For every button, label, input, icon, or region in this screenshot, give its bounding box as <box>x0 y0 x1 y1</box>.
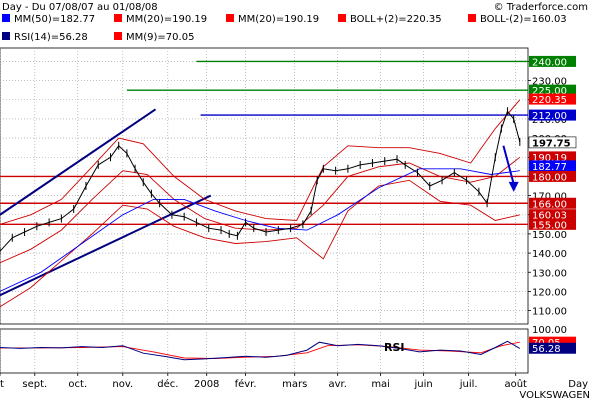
legend-entry: MM(20)=190.19 <box>238 14 319 25</box>
rsi-badge <box>529 336 576 348</box>
legend-swatch <box>226 14 234 22</box>
legend-swatch <box>2 14 10 22</box>
y-tick-label: 140.00 <box>532 249 567 260</box>
price-panel <box>0 47 529 325</box>
bollinger-lower <box>0 179 520 308</box>
x-tick-label: oct. <box>68 379 87 390</box>
y-tick-label: 130.00 <box>532 268 567 279</box>
rsi-series <box>0 340 521 361</box>
legend-swatch <box>114 32 122 40</box>
y-tick-label: 120.00 <box>532 287 567 298</box>
rsi-badge <box>529 342 576 354</box>
price-badge <box>529 109 576 121</box>
arrow-shaft <box>502 145 515 185</box>
rsi-badge-label: 56.28 <box>532 344 561 355</box>
y-tick-label: 230.00 <box>532 77 567 88</box>
x-tick-label: mars <box>282 379 307 390</box>
price-series <box>0 107 521 256</box>
price-badge <box>528 136 577 149</box>
price-badge <box>529 55 576 67</box>
projection-arrow <box>502 145 519 192</box>
price-badge-label: 155.00 <box>532 220 567 231</box>
price-badge-label: 182.77 <box>532 162 567 173</box>
moving-averages <box>0 99 521 308</box>
legend-swatch <box>338 14 346 22</box>
x-tick-label: févr. <box>235 378 257 390</box>
x-tick-label: 2008 <box>194 379 219 390</box>
x-tick-label: sept. <box>22 379 47 390</box>
price-badge-label: 212.00 <box>532 111 567 122</box>
price-badge <box>529 93 576 105</box>
price-badge-label: 197.75 <box>532 138 571 149</box>
price-badge <box>529 218 576 230</box>
legend-entry: BOLL+(2)=220.35 <box>350 14 442 25</box>
price-badge-label: 190.19 <box>532 153 567 164</box>
price-badge <box>529 151 576 163</box>
price-badge-label: 225.00 <box>532 86 567 97</box>
price-badge <box>529 84 576 96</box>
price-badge <box>529 197 576 209</box>
y-tick-label: 110.00 <box>532 307 567 318</box>
time-axis: t sept. oct. nov. déc. 2008 févr. mars avr. mai ju… <box>0 373 527 390</box>
rsi-tick-label: 100.00 <box>532 325 567 336</box>
rsi-label: RSI <box>384 341 405 354</box>
x-tick-label: déc. <box>157 378 178 390</box>
legend-entry: BOLL-(2)=160.03 <box>480 14 567 25</box>
x-tick-label: t <box>0 379 4 390</box>
legend-swatch <box>468 14 476 22</box>
rsi-line <box>0 340 521 361</box>
rsi-grid <box>0 329 517 373</box>
channel-line <box>0 194 212 297</box>
x-tick-label: juil. <box>459 379 478 390</box>
x-tick-label: juin <box>414 379 433 390</box>
x-tick-label: avr. <box>328 379 346 390</box>
legend: MM(50)=182.77 MM(20)=190.19 MM(20)=190.19 B… <box>2 14 567 43</box>
footer-symbol: VOLKSWAGEN <box>519 390 590 400</box>
x-tick-label: mai <box>371 379 390 390</box>
price-badge-label: 160.03 <box>532 211 567 222</box>
price-badge-label: 180.00 <box>532 172 567 183</box>
chart-header-title: Day - Du 07/08/07 au 01/08/08 <box>2 2 158 13</box>
chart-header-brand: © Traderforce.com <box>494 2 588 13</box>
rsi-axis: 100.0070.0556.28 <box>529 325 576 355</box>
legend-entry: RSI(14)=56.28 <box>14 32 88 43</box>
x-tick-label: août <box>504 378 527 390</box>
y-tick-label: 170.00 <box>532 192 567 203</box>
bollinger-upper <box>0 99 521 225</box>
price-badge-label: 240.00 <box>532 57 567 68</box>
x-tick-label: nov. <box>112 379 133 390</box>
price-badge-label: 220.35 <box>532 95 567 106</box>
legend-swatch <box>2 32 10 40</box>
price-badge <box>529 209 576 221</box>
channel-line <box>0 108 157 216</box>
ma50-line <box>0 168 520 292</box>
legend-entry: MM(9)=70.05 <box>126 32 194 43</box>
price-badge-label: 166.00 <box>532 199 567 210</box>
footer-period: Day <box>568 379 588 390</box>
trend-channel <box>0 108 212 297</box>
legend-entry: MM(20)=190.19 <box>126 14 207 25</box>
legend-entry: MM(50)=182.77 <box>14 14 95 25</box>
y-tick-label: 150.00 <box>532 230 567 241</box>
arrow-head <box>508 181 519 192</box>
price-badge <box>529 170 576 182</box>
price-badge <box>529 160 576 172</box>
legend-swatch <box>114 14 122 22</box>
